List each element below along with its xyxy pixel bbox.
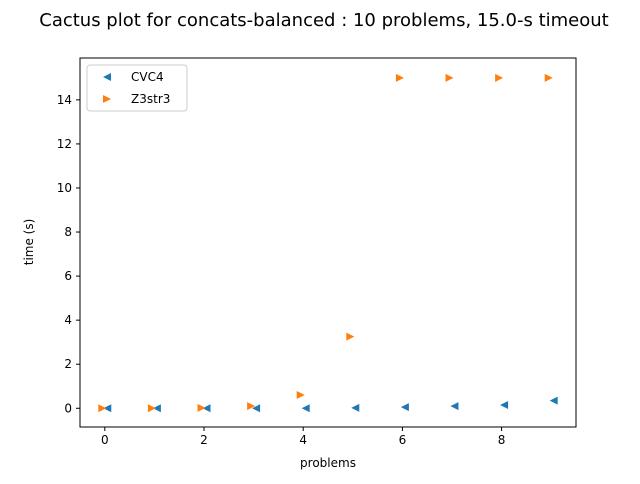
y-tick-label: 0 — [64, 401, 72, 415]
x-axis-ticks: 0 2 4 6 8 — [101, 427, 505, 447]
data-point — [152, 404, 161, 413]
x-tick-label: 6 — [399, 433, 407, 447]
data-point — [500, 400, 509, 409]
y-tick-label: 8 — [64, 225, 72, 239]
data-point — [450, 402, 459, 411]
data-point — [197, 403, 206, 412]
y-tick-label: 14 — [57, 93, 72, 107]
y-tick-label: 10 — [57, 181, 72, 195]
data-point — [549, 396, 558, 405]
data-point — [445, 73, 454, 82]
legend-frame — [86, 64, 188, 112]
data-point — [98, 404, 107, 413]
x-tick-label: 2 — [200, 433, 208, 447]
data-point — [346, 332, 355, 341]
y-axis-ticks: 0 2 4 6 8 10 12 14 — [57, 93, 80, 415]
legend-label: Z3str3 — [131, 92, 170, 106]
x-tick-label: 4 — [299, 433, 307, 447]
data-markers — [98, 73, 558, 413]
legend-label: CVC4 — [131, 70, 164, 84]
data-point — [400, 403, 409, 412]
data-point — [296, 391, 305, 400]
data-point — [147, 404, 156, 413]
data-point — [351, 403, 360, 412]
series-z3str3 — [98, 73, 553, 413]
data-point — [103, 404, 112, 413]
plot-area — [79, 57, 577, 428]
y-tick-label: 2 — [64, 357, 72, 371]
data-point — [495, 73, 504, 82]
y-tick-label: 4 — [64, 313, 72, 327]
y-tick-label: 12 — [57, 137, 72, 151]
x-tick-label: 0 — [101, 433, 109, 447]
legend-marker — [103, 95, 111, 103]
legend-marker — [103, 73, 111, 81]
y-axis-label: time (s) — [22, 219, 36, 266]
data-point — [301, 404, 310, 413]
data-point — [252, 404, 261, 413]
legend: CVC4 Z3str3 — [86, 64, 188, 112]
series-cvc4 — [103, 396, 558, 413]
plot-frame — [79, 57, 577, 428]
y-tick-label: 6 — [64, 269, 72, 283]
chart-title: Cactus plot for concats-balanced : 10 pr… — [39, 10, 608, 31]
data-point — [544, 73, 553, 82]
x-axis-label: problems — [300, 456, 356, 470]
data-point — [395, 73, 404, 82]
x-tick-label: 8 — [498, 433, 506, 447]
data-point — [247, 402, 256, 411]
data-point — [202, 404, 211, 413]
